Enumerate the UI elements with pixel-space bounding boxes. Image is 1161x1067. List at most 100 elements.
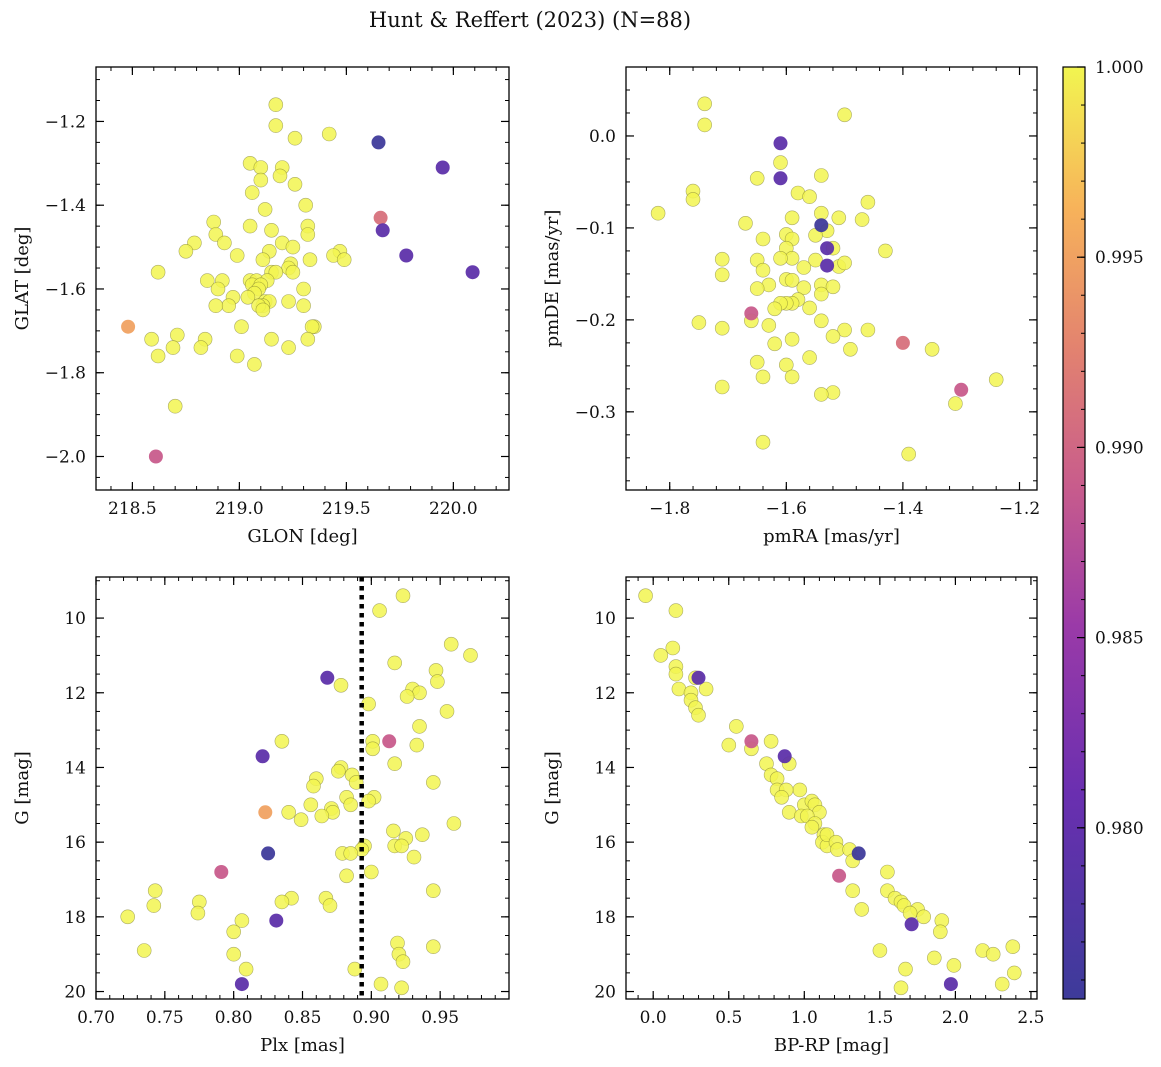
data-point: [784, 210, 800, 226]
data-point: [304, 319, 320, 335]
x-tick-label: 0.75: [146, 1008, 184, 1028]
data-point: [373, 976, 389, 992]
data-point: [303, 797, 319, 813]
data-point: [287, 130, 303, 146]
data-point: [394, 980, 409, 996]
y-tick-label: 16: [594, 833, 616, 853]
data-point: [300, 331, 316, 347]
x-tick-label: −1.2: [999, 499, 1040, 519]
data-point: [837, 107, 852, 123]
data-point: [845, 883, 861, 899]
data-point: [773, 136, 788, 151]
data-point: [763, 733, 779, 749]
x-tick-label: 0.80: [215, 1008, 253, 1028]
colorbar-tick-label: 0.985: [1095, 629, 1144, 649]
data-point: [895, 335, 910, 350]
x-tick-label: 0.95: [421, 1008, 459, 1028]
y-tick-label: −0.1: [575, 219, 616, 239]
data-point: [774, 789, 789, 805]
data-point: [831, 210, 847, 226]
scatter-points: [638, 588, 1022, 996]
y-axis-label: G [mag]: [12, 751, 33, 824]
data-point: [425, 939, 441, 955]
x-axis-label: Plx [mas]: [260, 1035, 345, 1056]
data-point: [773, 250, 788, 266]
data-point: [813, 313, 829, 329]
data-point: [430, 674, 445, 689]
data-point: [306, 778, 321, 794]
data-point: [372, 603, 387, 618]
data-point: [813, 205, 829, 221]
axes-frame: [95, 576, 510, 1000]
data-point: [813, 387, 829, 402]
data-point: [165, 340, 181, 355]
data-point: [425, 883, 441, 899]
data-point: [825, 279, 841, 295]
data-point: [258, 805, 273, 820]
data-point: [784, 331, 800, 347]
data-point: [144, 331, 159, 347]
panel-bprp-g: 0.0 0.5 1.0 1.5 2.0 2.5 10 12 14 16 18 20 BP-RP [mag…: [542, 576, 1044, 1056]
data-point: [446, 816, 462, 831]
data-point: [244, 185, 260, 200]
data-point: [784, 272, 800, 288]
data-point: [281, 804, 297, 820]
data-point: [178, 244, 194, 259]
y-tick-label: −1.2: [45, 112, 86, 132]
data-point: [954, 382, 969, 397]
y-tick-label: −2.0: [45, 447, 86, 467]
y-tick-label: −1.6: [45, 280, 86, 300]
axes-frame: [625, 576, 1038, 1000]
data-point: [767, 301, 783, 317]
data-point: [767, 336, 783, 352]
minor-ticks: [626, 577, 1037, 999]
data-point: [365, 741, 381, 757]
x-tick-label: 219.5: [322, 499, 371, 519]
data-point: [802, 189, 817, 204]
data-point: [837, 255, 852, 271]
data-point: [285, 264, 301, 280]
x-tick-label: 218.5: [108, 499, 157, 519]
data-point: [343, 846, 359, 861]
data-point: [784, 369, 800, 385]
data-point: [796, 260, 812, 275]
data-point: [443, 636, 459, 652]
x-tick-label: 220.0: [429, 499, 478, 519]
data-point: [395, 588, 411, 604]
data-point: [653, 648, 669, 663]
data-point: [796, 280, 812, 296]
data-point: [193, 340, 209, 355]
data-point: [691, 315, 707, 330]
axes-frame: [95, 66, 510, 491]
data-point: [860, 322, 876, 338]
data-point: [638, 588, 653, 604]
data-point: [257, 202, 273, 217]
data-point: [1005, 939, 1021, 955]
data-point: [217, 235, 232, 251]
data-point: [792, 782, 808, 798]
y-axis-label: pmDE [mas/yr]: [542, 210, 563, 348]
data-point: [281, 294, 296, 309]
data-point: [761, 318, 777, 333]
data-point: [985, 946, 1001, 962]
data-point: [813, 168, 829, 183]
data-point: [269, 913, 284, 928]
y-tick-label: 12: [64, 684, 86, 704]
data-point: [147, 883, 163, 899]
data-point: [714, 267, 730, 283]
data-point: [238, 961, 254, 977]
data-point: [409, 737, 425, 753]
data-point: [691, 707, 706, 723]
data-point: [755, 262, 771, 278]
data-point: [872, 943, 888, 958]
data-point: [300, 227, 316, 242]
data-point: [375, 223, 390, 238]
data-point: [272, 168, 288, 184]
data-point: [435, 160, 450, 175]
x-axis-label: GLON [deg]: [247, 526, 357, 547]
data-point: [854, 902, 870, 917]
data-point: [755, 231, 771, 247]
data-point: [685, 192, 701, 207]
data-point: [463, 648, 478, 663]
